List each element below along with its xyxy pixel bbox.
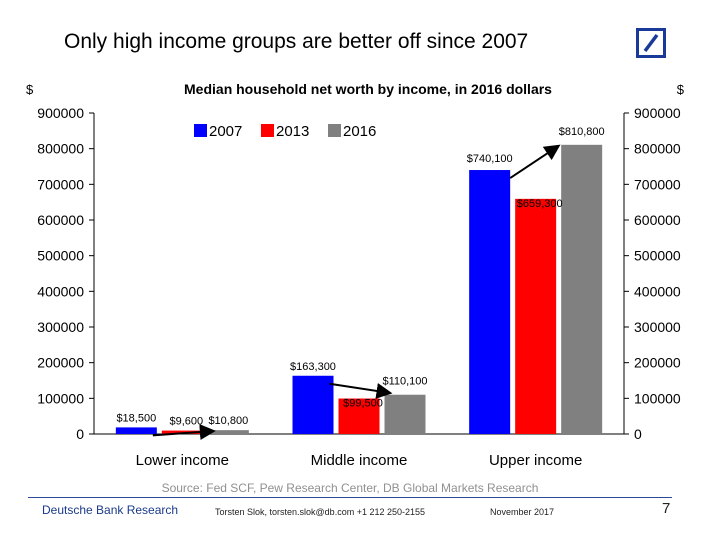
legend-label: 2013 bbox=[276, 123, 309, 140]
data-label: $740,100 bbox=[467, 153, 513, 165]
data-label: $810,800 bbox=[559, 126, 605, 138]
data-label: $110,100 bbox=[382, 376, 427, 388]
change-arrow bbox=[509, 144, 561, 179]
right-y-tick-label: 400000 bbox=[634, 283, 681, 299]
legend-label: 2007 bbox=[209, 123, 242, 140]
left-y-tick-label: 200000 bbox=[37, 355, 84, 371]
data-label: $9,600 bbox=[170, 416, 204, 428]
right-y-tick-label: 900000 bbox=[634, 105, 681, 121]
page-number: 7 bbox=[662, 500, 671, 517]
data-label: $163,300 bbox=[290, 361, 336, 373]
slide-title: Only high income groups are better off s… bbox=[64, 30, 529, 53]
footer-contact: Torsten Slok, torsten.slok@db.com +1 212… bbox=[215, 507, 426, 517]
data-label: $99,500 bbox=[343, 398, 383, 410]
footer-date: November 2017 bbox=[490, 507, 555, 517]
footer-divider bbox=[28, 497, 672, 498]
right-y-tick-label: 600000 bbox=[634, 212, 681, 228]
left-y-tick-label: 800000 bbox=[37, 141, 84, 157]
left-y-tick-label: 300000 bbox=[37, 319, 84, 335]
left-y-tick-label: 400000 bbox=[37, 283, 84, 299]
left-axis-unit: $ bbox=[26, 82, 34, 97]
bar-2016 bbox=[384, 394, 426, 434]
footer-brand: Deutsche Bank Research bbox=[42, 503, 179, 517]
x-tick-label: Upper income bbox=[489, 452, 582, 469]
left-y-tick-label: 600000 bbox=[37, 212, 84, 228]
legend-swatch bbox=[328, 124, 341, 137]
left-y-tick-label: 900000 bbox=[37, 105, 84, 121]
x-tick-label: Middle income bbox=[311, 452, 408, 469]
right-y-tick-label: 100000 bbox=[634, 390, 681, 406]
data-label: $10,800 bbox=[208, 415, 248, 427]
change-arrow bbox=[152, 424, 216, 440]
right-y-tick-label: 200000 bbox=[634, 355, 681, 371]
chart-title: Median household net worth by income, in… bbox=[184, 81, 552, 97]
source-note: Source: Fed SCF, Pew Research Center, DB… bbox=[162, 481, 539, 495]
bar-2016 bbox=[207, 430, 249, 434]
left-y-tick-label: 500000 bbox=[37, 248, 84, 264]
data-label: $18,500 bbox=[116, 412, 156, 424]
bar-2016 bbox=[561, 144, 603, 434]
bar-2007 bbox=[469, 170, 511, 434]
right-y-tick-label: 0 bbox=[634, 426, 642, 442]
legend-swatch bbox=[194, 124, 207, 137]
deutsche-bank-logo-icon bbox=[636, 28, 666, 58]
x-tick-label: Lower income bbox=[136, 452, 229, 469]
bar-2007 bbox=[292, 375, 334, 434]
bar-2007 bbox=[115, 427, 157, 434]
right-axis-unit: $ bbox=[677, 82, 685, 97]
legend-label: 2016 bbox=[343, 123, 376, 140]
change-arrow bbox=[329, 382, 393, 399]
legend-swatch bbox=[261, 124, 274, 137]
data-label: $659,300 bbox=[517, 198, 563, 210]
left-y-tick-label: 100000 bbox=[37, 390, 84, 406]
right-y-tick-label: 800000 bbox=[634, 141, 681, 157]
left-y-tick-label: 700000 bbox=[37, 176, 84, 192]
right-y-tick-label: 700000 bbox=[634, 176, 681, 192]
bar-2013 bbox=[515, 198, 557, 434]
right-y-tick-label: 500000 bbox=[634, 248, 681, 264]
right-y-tick-label: 300000 bbox=[634, 319, 681, 335]
left-y-tick-label: 0 bbox=[76, 426, 84, 442]
bar-2013 bbox=[338, 398, 380, 434]
bar-chart: Median household net worth by income, in… bbox=[26, 81, 685, 495]
